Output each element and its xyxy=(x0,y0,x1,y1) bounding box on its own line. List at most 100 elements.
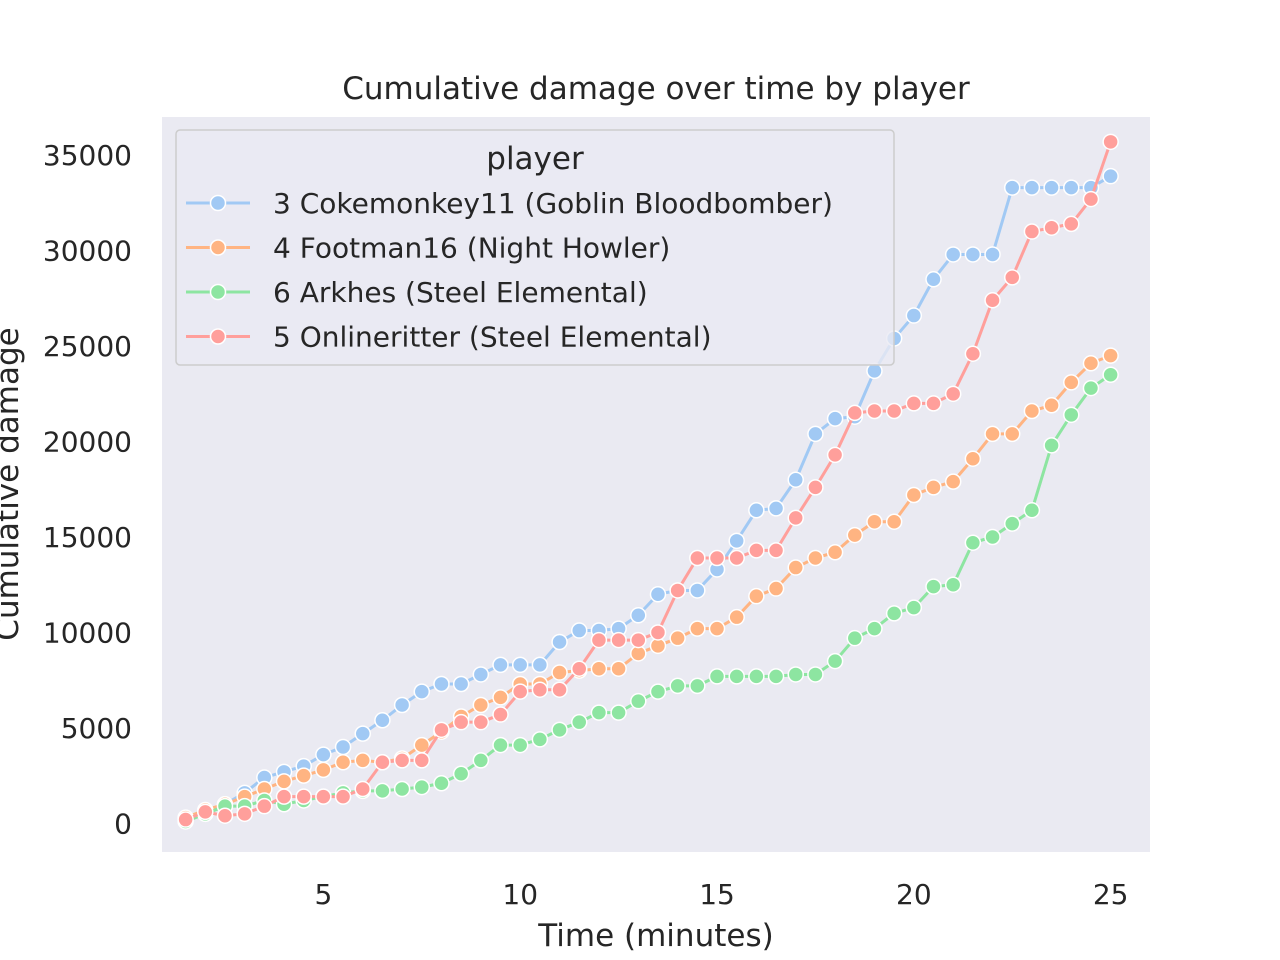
data-point xyxy=(433,775,450,792)
data-point xyxy=(256,797,273,815)
data-point xyxy=(492,706,509,723)
data-point xyxy=(570,660,588,677)
data-point xyxy=(748,542,765,559)
y-tick-label: 10000 xyxy=(43,616,132,649)
x-tick-label: 5 xyxy=(314,878,332,911)
y-tick-label: 20000 xyxy=(43,426,132,459)
data-point xyxy=(590,660,608,677)
data-point xyxy=(1082,190,1100,208)
data-point xyxy=(531,731,549,748)
data-point xyxy=(826,544,844,561)
data-point xyxy=(374,782,391,800)
data-point xyxy=(885,513,903,530)
data-point xyxy=(472,713,490,731)
data-point xyxy=(905,599,923,616)
data-point xyxy=(492,656,509,674)
legend-box xyxy=(175,129,895,366)
x-axis-label: Time (minutes) xyxy=(537,918,773,954)
data-point xyxy=(570,622,588,639)
data-point xyxy=(610,704,627,721)
data-point xyxy=(1063,179,1080,196)
data-point xyxy=(1102,167,1119,185)
data-point xyxy=(866,513,883,530)
x-tick-label: 10 xyxy=(502,878,538,911)
data-point xyxy=(511,683,529,700)
data-point xyxy=(748,668,765,685)
data-point xyxy=(374,754,391,771)
data-point xyxy=(885,605,903,622)
y-tick-label: 35000 xyxy=(43,139,132,172)
x-tick-label: 15 xyxy=(699,878,735,911)
data-point xyxy=(905,307,923,324)
data-point xyxy=(1082,379,1100,397)
data-point xyxy=(649,624,667,641)
data-point xyxy=(689,677,706,695)
data-point xyxy=(275,773,293,790)
data-point xyxy=(452,765,470,782)
y-tick-label: 25000 xyxy=(43,330,132,363)
data-point xyxy=(551,633,568,651)
data-point xyxy=(1023,179,1041,196)
data-point xyxy=(689,549,706,567)
data-point xyxy=(452,713,470,731)
legend-marker xyxy=(209,283,227,301)
x-axis-ticks: 5 10 15 20 25 xyxy=(314,878,1128,911)
data-point xyxy=(767,668,785,685)
data-point xyxy=(1043,219,1060,236)
data-point xyxy=(551,664,568,681)
data-point xyxy=(984,425,1001,443)
data-point xyxy=(905,395,923,412)
data-point xyxy=(315,746,332,763)
data-point xyxy=(413,778,431,796)
data-point xyxy=(374,712,391,729)
data-point xyxy=(1063,374,1080,391)
data-point xyxy=(472,752,490,769)
data-point xyxy=(728,608,745,626)
chart-title: Cumulative damage over time by player xyxy=(342,71,970,107)
data-point xyxy=(511,736,529,754)
data-point xyxy=(728,532,745,550)
data-point xyxy=(708,668,726,685)
data-point xyxy=(393,780,411,798)
legend-marker xyxy=(209,328,227,345)
data-point xyxy=(334,738,352,756)
data-point xyxy=(295,788,312,805)
data-point xyxy=(610,660,627,677)
data-point xyxy=(728,668,745,685)
data-point xyxy=(334,754,352,771)
legend-items: 3 Cokemonkey11 (Goblin Bloodbomber) 4 Foo… xyxy=(186,187,833,354)
data-point xyxy=(1003,425,1021,443)
data-point xyxy=(492,689,509,706)
data-point xyxy=(413,752,431,769)
data-point xyxy=(354,725,371,742)
data-point xyxy=(728,549,745,567)
data-point xyxy=(944,246,962,263)
data-point xyxy=(590,631,608,649)
data-point xyxy=(472,666,490,683)
data-point xyxy=(472,696,490,714)
data-point xyxy=(708,620,726,637)
data-point xyxy=(787,559,804,576)
y-axis-label: Cumulative damage xyxy=(0,327,26,640)
data-point xyxy=(767,580,785,597)
data-point xyxy=(630,692,647,710)
data-point xyxy=(177,811,194,828)
data-point xyxy=(1043,437,1060,454)
data-point xyxy=(590,704,608,721)
data-point xyxy=(511,656,529,674)
data-point xyxy=(846,404,864,422)
data-point xyxy=(925,578,942,595)
data-point xyxy=(197,803,214,821)
data-point xyxy=(964,246,982,263)
data-point xyxy=(570,713,588,731)
data-point xyxy=(1023,502,1041,519)
data-point xyxy=(787,509,804,527)
data-point xyxy=(531,656,549,674)
legend-marker xyxy=(209,194,227,212)
data-point xyxy=(216,807,234,824)
data-point xyxy=(1043,397,1060,414)
data-point xyxy=(1082,355,1100,372)
legend-marker xyxy=(209,239,227,256)
data-point xyxy=(944,385,962,403)
